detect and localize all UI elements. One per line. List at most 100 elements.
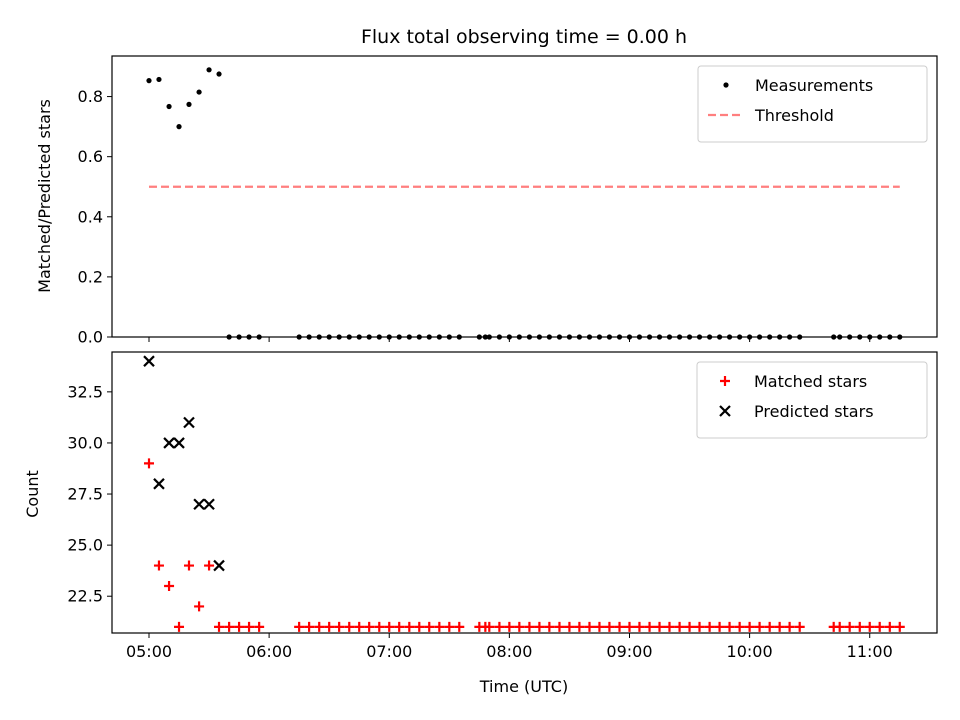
bottom-chart-point	[213, 559, 225, 572]
top-chart-frame	[111, 55, 938, 338]
bottom-chart-point	[314, 621, 325, 632]
bottom-chart-point	[794, 621, 805, 632]
bottom-chart-point	[434, 621, 445, 632]
top-chart-point	[166, 103, 172, 110]
bottom-chart-point	[624, 621, 635, 632]
bottom-chart-xtick-label: 08:00	[486, 642, 532, 661]
bottom-chart-point	[254, 621, 265, 632]
bottom-chart-point	[204, 560, 215, 571]
bottom-chart-point	[183, 416, 195, 429]
bottom-chart-point	[143, 458, 154, 469]
bottom-chart-point	[164, 580, 175, 591]
bottom-chart-point	[884, 621, 895, 632]
bottom-chart: 22.5 25.0 27.5 30.0 32.5 05:00 06:00 07:00 08:00…	[67, 351, 938, 661]
bottom-chart-point	[294, 621, 305, 632]
bottom-chart-point	[834, 621, 845, 632]
bottom-chart-point	[534, 621, 545, 632]
bottom-chart-point	[614, 621, 625, 632]
bottom-chart-point	[334, 621, 345, 632]
top-chart-legend: Measurements Threshold	[697, 65, 928, 143]
bottom-chart-point	[194, 601, 205, 612]
bottom-chart-xlabel: Time (UTC)	[479, 677, 568, 696]
bottom-chart-point	[574, 621, 585, 632]
bottom-chart-xtick-label: 07:00	[366, 642, 412, 661]
bottom-chart-xtick-label: 06:00	[246, 642, 292, 661]
bottom-chart-point	[664, 621, 675, 632]
bottom-chart-point	[754, 621, 765, 632]
bottom-chart-point	[634, 621, 645, 632]
bottom-chart-point	[744, 621, 755, 632]
bottom-chart-point	[224, 621, 235, 632]
bottom-chart-frame	[111, 351, 938, 634]
top-chart-legend-label: Measurements	[755, 76, 873, 95]
bottom-chart-point	[684, 621, 695, 632]
bottom-chart-point	[764, 621, 775, 632]
bottom-chart-series-matched-stars	[143, 458, 905, 632]
bottom-chart-point	[153, 478, 165, 490]
bottom-chart-xtick-label: 09:00	[606, 642, 652, 661]
bottom-chart-point	[674, 621, 685, 632]
top-chart-ylabel: Matched/Predicted stars	[35, 99, 54, 293]
bottom-chart-point	[784, 621, 795, 632]
bottom-chart-point	[484, 621, 495, 632]
bottom-chart-series-predicted-stars	[143, 355, 225, 572]
bottom-chart-point	[714, 621, 725, 632]
top-chart-ytick-label: 0.8	[78, 87, 103, 106]
bottom-chart-legend-swatch	[719, 405, 731, 417]
bottom-chart-point	[414, 621, 425, 632]
bottom-chart-point	[163, 437, 175, 449]
bottom-chart-point	[524, 621, 535, 632]
bottom-chart-point	[324, 621, 335, 632]
bottom-chart-point	[694, 621, 705, 632]
bottom-chart-point	[514, 621, 525, 632]
bottom-chart-point	[183, 560, 194, 571]
bottom-chart-point	[384, 621, 395, 632]
top-chart-point	[186, 101, 192, 107]
bottom-chart-point	[644, 621, 655, 632]
bottom-chart-point	[234, 621, 245, 632]
bottom-chart-xtick-label: 10:00	[727, 642, 773, 661]
bottom-chart-point	[774, 621, 785, 632]
bottom-chart-ytick-label: 30.0	[67, 433, 103, 452]
bottom-chart-ytick-label: 32.5	[67, 382, 103, 401]
bottom-chart-point	[143, 355, 155, 367]
top-chart-ytick-label: 0.4	[78, 207, 103, 226]
bottom-chart-point	[454, 621, 465, 632]
top-chart-point	[216, 71, 222, 77]
bottom-chart-point	[544, 621, 555, 632]
bottom-chart-point	[654, 621, 665, 632]
bottom-chart-point	[354, 621, 365, 632]
bottom-chart-point	[844, 621, 855, 632]
top-chart-point	[196, 89, 202, 95]
bottom-chart-point	[364, 621, 375, 632]
top-chart-point	[206, 67, 212, 73]
bottom-chart-point	[724, 621, 735, 632]
bottom-chart-point	[394, 621, 405, 632]
top-chart-ytick-label: 0.2	[78, 267, 103, 286]
bottom-chart-point	[734, 621, 745, 632]
bottom-chart-point	[404, 621, 415, 632]
bottom-chart-legend-label: Matched stars	[754, 372, 867, 391]
bottom-chart-point	[214, 621, 225, 632]
bottom-chart-point	[894, 621, 905, 632]
bottom-chart-point	[174, 621, 185, 632]
bottom-chart-legend: Matched stars Predicted stars	[696, 361, 928, 439]
bottom-chart-point	[494, 621, 505, 632]
bottom-chart-ylabel: Count	[23, 470, 42, 518]
bottom-chart-point	[864, 621, 875, 632]
top-chart-legend-swatch	[723, 82, 729, 88]
top-chart-legend-box	[697, 65, 928, 143]
bottom-chart-point	[304, 621, 315, 632]
top-chart-point	[146, 78, 152, 84]
bottom-chart-point	[244, 621, 255, 632]
bottom-chart-legend-label: Predicted stars	[754, 402, 874, 421]
bottom-chart-point	[554, 621, 565, 632]
bottom-chart-point	[193, 498, 205, 511]
top-chart-point	[156, 76, 162, 83]
bottom-chart-legend-swatch	[720, 376, 730, 386]
bottom-chart-xtick-label: 05:00	[126, 642, 172, 661]
top-chart-ytick-label: 0.0	[78, 328, 103, 347]
top-chart-ytick-label: 0.6	[78, 147, 103, 166]
top-chart: 0.0 0.2 0.4 0.6 0.8 Measurements Threshold	[78, 55, 938, 347]
